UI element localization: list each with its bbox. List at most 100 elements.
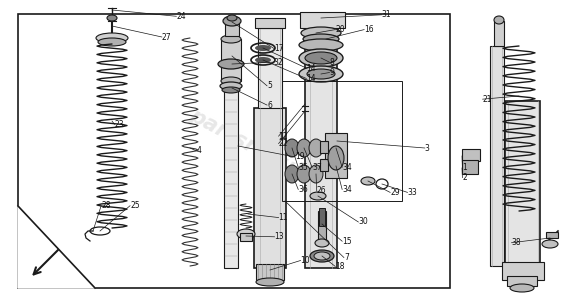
Bar xyxy=(320,159,328,171)
Ellipse shape xyxy=(96,33,128,43)
Bar xyxy=(255,18,285,28)
Text: 22: 22 xyxy=(279,139,288,148)
Bar xyxy=(18,14,450,288)
Text: 34: 34 xyxy=(342,185,352,194)
Text: 15: 15 xyxy=(342,237,352,246)
Bar xyxy=(224,48,238,268)
Text: 17: 17 xyxy=(275,44,284,53)
Ellipse shape xyxy=(222,87,240,93)
Ellipse shape xyxy=(510,284,534,292)
Text: 36: 36 xyxy=(298,185,308,194)
Text: 29: 29 xyxy=(390,188,400,197)
Ellipse shape xyxy=(315,239,329,247)
Text: 30: 30 xyxy=(358,218,368,226)
Text: 1: 1 xyxy=(462,163,467,172)
Bar xyxy=(256,264,284,280)
Ellipse shape xyxy=(307,69,335,79)
Ellipse shape xyxy=(98,38,126,46)
Text: 10: 10 xyxy=(301,256,310,265)
Bar xyxy=(258,28,282,108)
Ellipse shape xyxy=(221,77,241,85)
Text: 3: 3 xyxy=(425,144,429,152)
Ellipse shape xyxy=(299,66,343,82)
Bar xyxy=(254,108,286,268)
Text: 16: 16 xyxy=(364,25,374,34)
Bar xyxy=(319,208,325,226)
Ellipse shape xyxy=(237,229,255,239)
Bar xyxy=(462,160,478,174)
Ellipse shape xyxy=(310,250,334,262)
Bar xyxy=(502,262,544,280)
Text: 7: 7 xyxy=(344,253,349,262)
Ellipse shape xyxy=(309,165,323,183)
Ellipse shape xyxy=(314,252,330,260)
Ellipse shape xyxy=(107,15,117,21)
Bar xyxy=(221,39,241,81)
Ellipse shape xyxy=(361,177,375,185)
Ellipse shape xyxy=(542,240,558,248)
Ellipse shape xyxy=(220,82,242,90)
Text: 6: 6 xyxy=(267,101,272,110)
Ellipse shape xyxy=(223,16,241,26)
Ellipse shape xyxy=(227,15,237,21)
Text: 35: 35 xyxy=(298,163,308,172)
Text: 9: 9 xyxy=(329,68,334,77)
Bar xyxy=(505,101,540,266)
Text: 20: 20 xyxy=(335,25,345,34)
Bar xyxy=(494,21,504,46)
Text: 11: 11 xyxy=(279,213,288,222)
Text: 19: 19 xyxy=(295,152,305,161)
Ellipse shape xyxy=(255,57,271,63)
Text: 26: 26 xyxy=(317,186,327,195)
Text: 21: 21 xyxy=(483,95,492,104)
Ellipse shape xyxy=(285,165,299,183)
Text: 31: 31 xyxy=(381,10,391,19)
Bar xyxy=(240,233,252,241)
Text: 2: 2 xyxy=(462,173,467,182)
Ellipse shape xyxy=(299,49,343,67)
Text: 12: 12 xyxy=(279,132,288,141)
Ellipse shape xyxy=(303,34,339,44)
Text: 38: 38 xyxy=(512,238,521,247)
Bar xyxy=(320,141,328,153)
Ellipse shape xyxy=(301,27,341,39)
Bar xyxy=(225,21,239,36)
Text: 13: 13 xyxy=(275,232,284,241)
Bar xyxy=(490,46,504,266)
Ellipse shape xyxy=(255,45,271,51)
Text: partsrepublic: partsrepublic xyxy=(186,105,334,197)
Text: 8: 8 xyxy=(329,58,334,67)
Ellipse shape xyxy=(221,35,241,43)
Text: 28: 28 xyxy=(101,201,110,210)
Text: 23: 23 xyxy=(114,120,124,129)
Bar xyxy=(282,81,402,201)
Bar xyxy=(300,12,345,28)
Bar xyxy=(546,232,558,238)
Text: 37: 37 xyxy=(312,163,322,172)
Bar xyxy=(325,133,347,178)
Text: 33: 33 xyxy=(407,188,417,197)
Text: 5: 5 xyxy=(267,81,272,90)
Ellipse shape xyxy=(256,278,284,286)
Ellipse shape xyxy=(328,146,344,170)
Text: 24: 24 xyxy=(176,12,186,21)
Text: 14: 14 xyxy=(306,64,316,73)
Ellipse shape xyxy=(285,139,299,157)
Text: 34: 34 xyxy=(342,163,352,172)
Bar xyxy=(305,33,337,268)
Polygon shape xyxy=(18,206,95,288)
Ellipse shape xyxy=(297,139,311,157)
Ellipse shape xyxy=(310,192,326,200)
Bar xyxy=(318,211,326,241)
Bar xyxy=(462,149,480,161)
Ellipse shape xyxy=(494,16,504,24)
Ellipse shape xyxy=(299,39,343,51)
Text: 18: 18 xyxy=(335,262,344,271)
Text: 27: 27 xyxy=(162,33,172,41)
Bar xyxy=(507,276,537,286)
Text: 4: 4 xyxy=(197,147,201,155)
Text: 14: 14 xyxy=(306,74,316,83)
Text: 32: 32 xyxy=(273,58,283,67)
Ellipse shape xyxy=(218,59,244,69)
Text: 25: 25 xyxy=(130,201,140,210)
